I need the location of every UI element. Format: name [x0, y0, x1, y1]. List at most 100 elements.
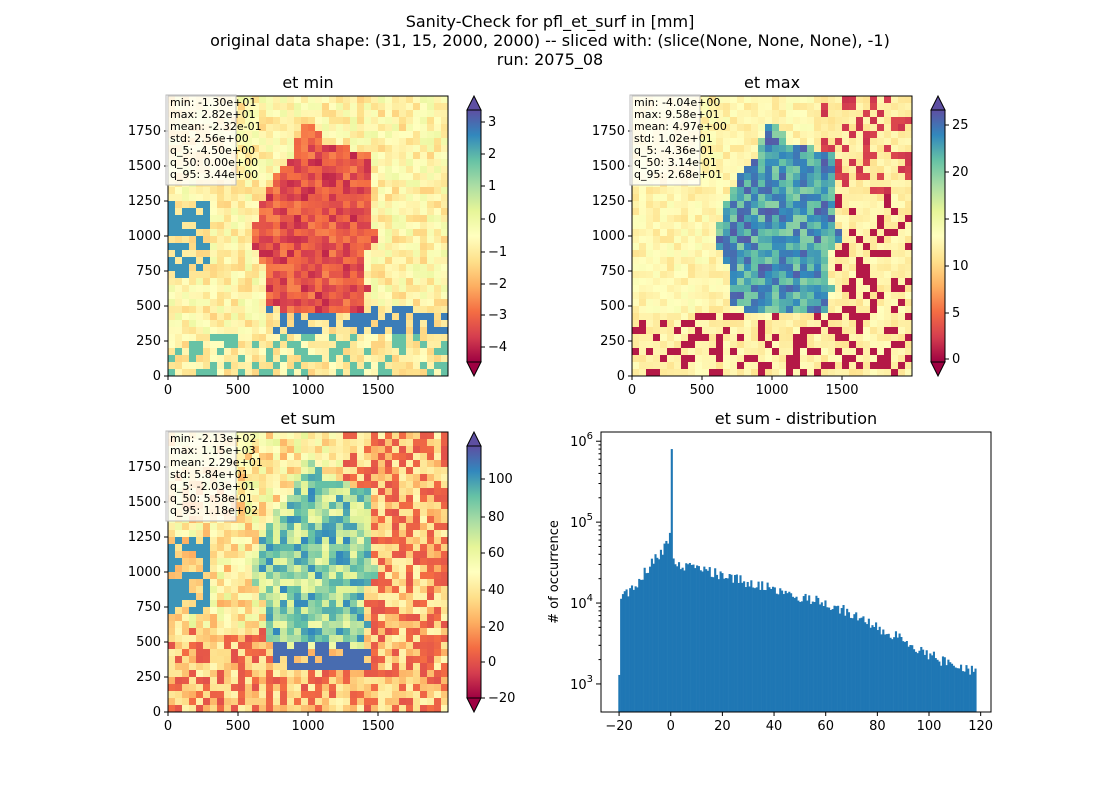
map-cell — [357, 257, 365, 265]
map-cell — [744, 229, 752, 237]
map-cell — [336, 565, 344, 573]
map-cell — [357, 572, 365, 580]
map-cell — [681, 362, 689, 370]
map-cell — [182, 691, 190, 699]
map-cell — [308, 327, 316, 335]
map-cell — [884, 362, 892, 370]
map-cell — [224, 677, 232, 685]
map-cell — [371, 474, 379, 482]
map-cell — [203, 677, 211, 685]
map-cell — [702, 229, 710, 237]
map-cell — [350, 313, 358, 321]
map-cell — [849, 124, 857, 132]
map-cell — [385, 285, 393, 293]
map-cell — [189, 544, 197, 552]
map-cell — [301, 341, 309, 349]
map-cell — [441, 271, 449, 279]
map-cell — [336, 306, 344, 314]
map-cell — [189, 348, 197, 356]
map-cell — [420, 635, 428, 643]
map-cell — [357, 334, 365, 342]
map-cell — [420, 131, 428, 139]
map-cell — [273, 488, 281, 496]
map-cell — [294, 502, 302, 510]
map-cell — [189, 271, 197, 279]
map-cell — [835, 187, 843, 195]
map-cell — [273, 348, 281, 356]
map-cell — [364, 278, 372, 286]
map-cell — [441, 145, 449, 153]
map-cell — [273, 677, 281, 685]
map-cell — [301, 523, 309, 531]
map-cell — [280, 222, 288, 230]
map-cell — [245, 621, 253, 629]
map-cell — [891, 292, 899, 300]
map-cell — [252, 460, 260, 468]
map-cell — [280, 621, 288, 629]
map-cell — [849, 215, 857, 223]
map-cell — [434, 537, 442, 545]
map-cell — [842, 348, 850, 356]
map-cell — [322, 320, 330, 328]
map-cell — [653, 264, 661, 272]
map-cell — [884, 369, 892, 377]
map-cell — [378, 299, 386, 307]
map-cell — [744, 243, 752, 251]
map-cell — [399, 439, 407, 447]
map-cell — [646, 194, 654, 202]
map-cell — [814, 124, 822, 132]
map-cell — [378, 180, 386, 188]
map-cell — [238, 166, 246, 174]
map-cell — [702, 187, 710, 195]
map-cell — [273, 614, 281, 622]
map-cell — [294, 362, 302, 370]
map-cell — [807, 103, 815, 111]
map-cell — [849, 166, 857, 174]
map-cell — [196, 635, 204, 643]
map-cell — [364, 145, 372, 153]
map-cell — [646, 327, 654, 335]
map-cell — [420, 705, 428, 713]
map-cell — [315, 691, 323, 699]
map-cell — [653, 229, 661, 237]
map-cell — [371, 558, 379, 566]
map-cell — [280, 467, 288, 475]
map-cell — [856, 159, 864, 167]
map-cell — [378, 278, 386, 286]
figure-title-line-1: Sanity-Check for pfl_et_surf in [mm] — [405, 12, 695, 31]
map-cell — [413, 586, 421, 594]
map-cell — [392, 614, 400, 622]
colorbar-tick-label: 0 — [952, 352, 960, 367]
map-cell — [217, 327, 225, 335]
map-cell — [891, 152, 899, 160]
map-cell — [723, 208, 731, 216]
map-cell — [308, 271, 316, 279]
map-cell — [723, 96, 731, 104]
map-cell — [266, 572, 274, 580]
map-cell — [175, 257, 183, 265]
map-cell — [709, 222, 717, 230]
histogram-bar — [625, 589, 628, 712]
map-cell — [702, 320, 710, 328]
map-cell — [779, 110, 787, 118]
map-cell — [245, 698, 253, 706]
map-cell — [189, 607, 197, 615]
map-cell — [786, 110, 794, 118]
map-cell — [287, 481, 295, 489]
map-cell — [224, 586, 232, 594]
map-cell — [336, 614, 344, 622]
map-cell — [231, 558, 239, 566]
map-cell — [259, 117, 267, 125]
map-cell — [399, 453, 407, 461]
map-cell — [413, 257, 421, 265]
map-cell — [413, 446, 421, 454]
map-cell — [702, 159, 710, 167]
map-cell — [245, 439, 253, 447]
map-cell — [399, 124, 407, 132]
map-cell — [863, 320, 871, 328]
map-cell — [329, 677, 337, 685]
map-cell — [210, 208, 218, 216]
map-cell — [259, 299, 267, 307]
map-cell — [849, 299, 857, 307]
map-cell — [744, 159, 752, 167]
